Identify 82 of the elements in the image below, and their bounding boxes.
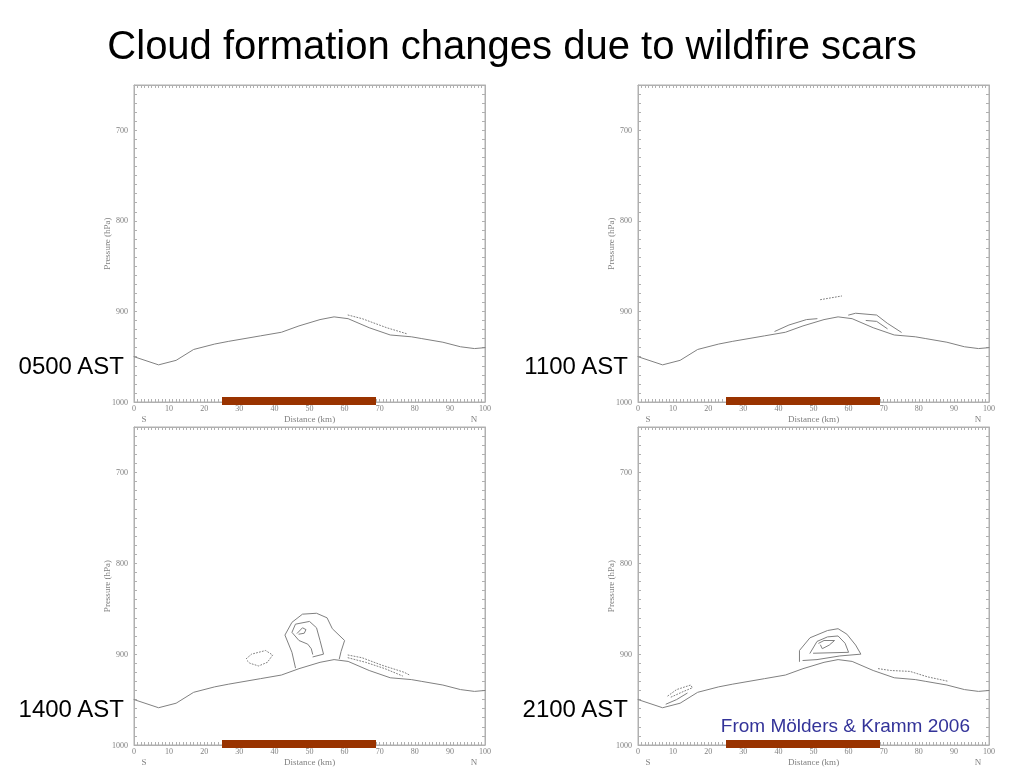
y-tick-label: 1000 bbox=[112, 397, 128, 407]
x-tick-label: 60 bbox=[340, 404, 349, 413]
text: S bbox=[645, 414, 651, 424]
x-tick-label: 100 bbox=[983, 404, 995, 413]
y-tick-label: 900 bbox=[116, 306, 128, 316]
y-axis-title: Pressure (hPa) bbox=[102, 559, 112, 613]
x-tick-label: 80 bbox=[410, 747, 419, 756]
text: 1400 AST bbox=[18, 694, 125, 722]
text: N bbox=[974, 414, 982, 424]
x-tick-label: 70 bbox=[879, 404, 888, 413]
chart-title: Cloud formation changes due to wildfire scars bbox=[107, 22, 917, 69]
y-tick-label: 800 bbox=[116, 558, 128, 568]
x-tick-label: 30 bbox=[739, 404, 748, 413]
annotation: From Mölders & Kramm 2006 bbox=[720, 714, 970, 736]
y-axis-title: Pressure (hPa) bbox=[102, 217, 112, 270]
x-tick-label: 10 bbox=[669, 404, 678, 413]
y-tick-label: 800 bbox=[620, 216, 632, 226]
text: N bbox=[470, 757, 478, 767]
x-tick-label: 40 bbox=[774, 404, 783, 413]
text: 0500 AST bbox=[18, 352, 125, 380]
x-tick-label: 100 bbox=[983, 747, 995, 756]
x-axis-title: Distance (km) bbox=[283, 414, 336, 424]
x-tick-label: 80 bbox=[914, 747, 923, 756]
x-tick-label: 0 bbox=[132, 404, 136, 413]
x-tick-label: 10 bbox=[165, 747, 174, 756]
x-axis-title: Distance (km) bbox=[787, 414, 840, 424]
x-tick-label: 50 bbox=[305, 404, 314, 413]
x-tick-label: 50 bbox=[809, 404, 818, 413]
x-tick-label: 60 bbox=[340, 747, 349, 756]
x-tick-label: 20 bbox=[200, 747, 209, 756]
x-axis-title: Distance (km) bbox=[283, 757, 336, 767]
x-tick-label: 70 bbox=[879, 747, 888, 756]
x-tick-label: 60 bbox=[844, 747, 853, 756]
y-tick-label: 1000 bbox=[616, 397, 632, 407]
y-axis-title: Pressure (hPa) bbox=[606, 217, 616, 270]
x-tick-label: 100 bbox=[479, 747, 491, 756]
text: N bbox=[470, 414, 478, 424]
x-tick-label: 40 bbox=[270, 404, 279, 413]
x-tick-label: 0 bbox=[132, 747, 136, 756]
x-tick-label: 80 bbox=[914, 404, 923, 413]
y-tick-label: 700 bbox=[116, 125, 128, 135]
x-tick-label: 90 bbox=[949, 404, 958, 413]
y-tick-label: 1000 bbox=[112, 740, 128, 750]
y-tick-label: 700 bbox=[620, 467, 632, 477]
x-tick-label: 50 bbox=[809, 747, 818, 756]
x-tick-label: 30 bbox=[739, 747, 748, 756]
x-axis-title: Distance (km) bbox=[787, 757, 840, 767]
x-tick-label: 0 bbox=[636, 404, 640, 413]
x-tick-label: 90 bbox=[445, 747, 454, 756]
x-tick-label: 80 bbox=[410, 404, 419, 413]
text: 2100 AST bbox=[522, 694, 629, 722]
y-tick-label: 900 bbox=[116, 649, 128, 659]
x-tick-label: 10 bbox=[669, 747, 678, 756]
x-tick-label: 70 bbox=[375, 404, 384, 413]
x-tick-label: 70 bbox=[375, 747, 384, 756]
x-tick-label: 90 bbox=[445, 404, 454, 413]
y-tick-label: 700 bbox=[116, 467, 128, 477]
text: N bbox=[974, 757, 982, 767]
y-tick-label: 900 bbox=[620, 306, 632, 316]
x-tick-label: 100 bbox=[479, 404, 491, 413]
x-tick-label: 40 bbox=[774, 747, 783, 756]
text: S bbox=[141, 757, 147, 767]
y-axis-title: Pressure (hPa) bbox=[606, 559, 616, 613]
x-tick-label: 10 bbox=[165, 404, 174, 413]
y-tick-label: 700 bbox=[620, 125, 632, 135]
x-tick-label: 50 bbox=[305, 747, 314, 756]
x-tick-label: 20 bbox=[200, 404, 209, 413]
x-tick-label: 40 bbox=[270, 747, 279, 756]
y-tick-label: 900 bbox=[620, 649, 632, 659]
x-tick-label: 90 bbox=[949, 747, 958, 756]
y-tick-label: 800 bbox=[620, 558, 632, 568]
x-tick-label: 30 bbox=[235, 404, 244, 413]
x-tick-label: 60 bbox=[844, 404, 853, 413]
y-tick-label: 800 bbox=[116, 216, 128, 226]
x-tick-label: 20 bbox=[704, 404, 713, 413]
text: S bbox=[141, 414, 147, 424]
text: 1100 AST bbox=[524, 352, 629, 380]
x-tick-label: 30 bbox=[235, 747, 244, 756]
y-tick-label: 1000 bbox=[616, 740, 632, 750]
text: S bbox=[645, 757, 651, 767]
x-tick-label: 0 bbox=[636, 747, 640, 756]
x-tick-label: 20 bbox=[704, 747, 713, 756]
